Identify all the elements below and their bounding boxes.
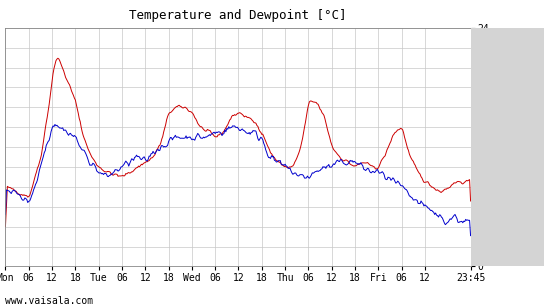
Text: www.vaisala.com: www.vaisala.com bbox=[5, 297, 94, 306]
Text: Temperature and Dewpoint [°C]: Temperature and Dewpoint [°C] bbox=[129, 9, 347, 22]
